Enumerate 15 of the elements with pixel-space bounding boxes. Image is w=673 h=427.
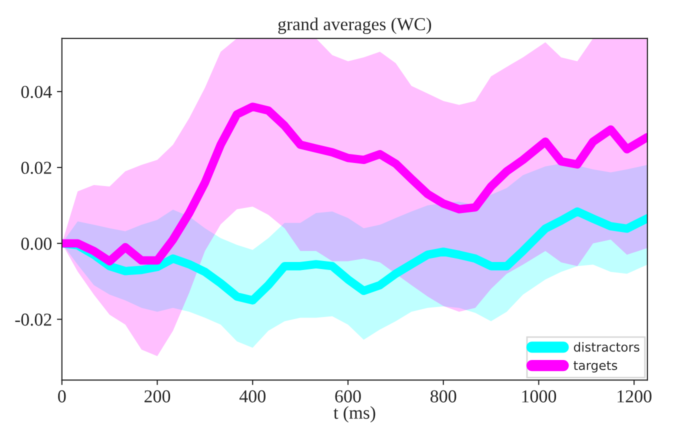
y-tick-label: -0.02 [15,314,52,326]
y-tick-label: 0.02 [21,162,52,174]
legend-label: targets [574,361,618,373]
y-tick-label: 0.00 [21,238,52,250]
x-axis-title: t (ms) [334,406,376,422]
x-tick-label: 600 [335,390,361,402]
chart-title: grand averages (WC) [278,18,432,34]
x-tick-label: 800 [430,390,456,402]
x-tick-label: 200 [144,390,170,402]
legend-label: distractors [574,342,640,352]
x-tick-label: 400 [239,390,266,402]
x-tick-label: 1200 [618,390,652,402]
y-tick-label: 0.04 [21,86,52,98]
x-tick-label: 1000 [522,390,556,402]
x-tick-label: 0 [58,390,66,402]
